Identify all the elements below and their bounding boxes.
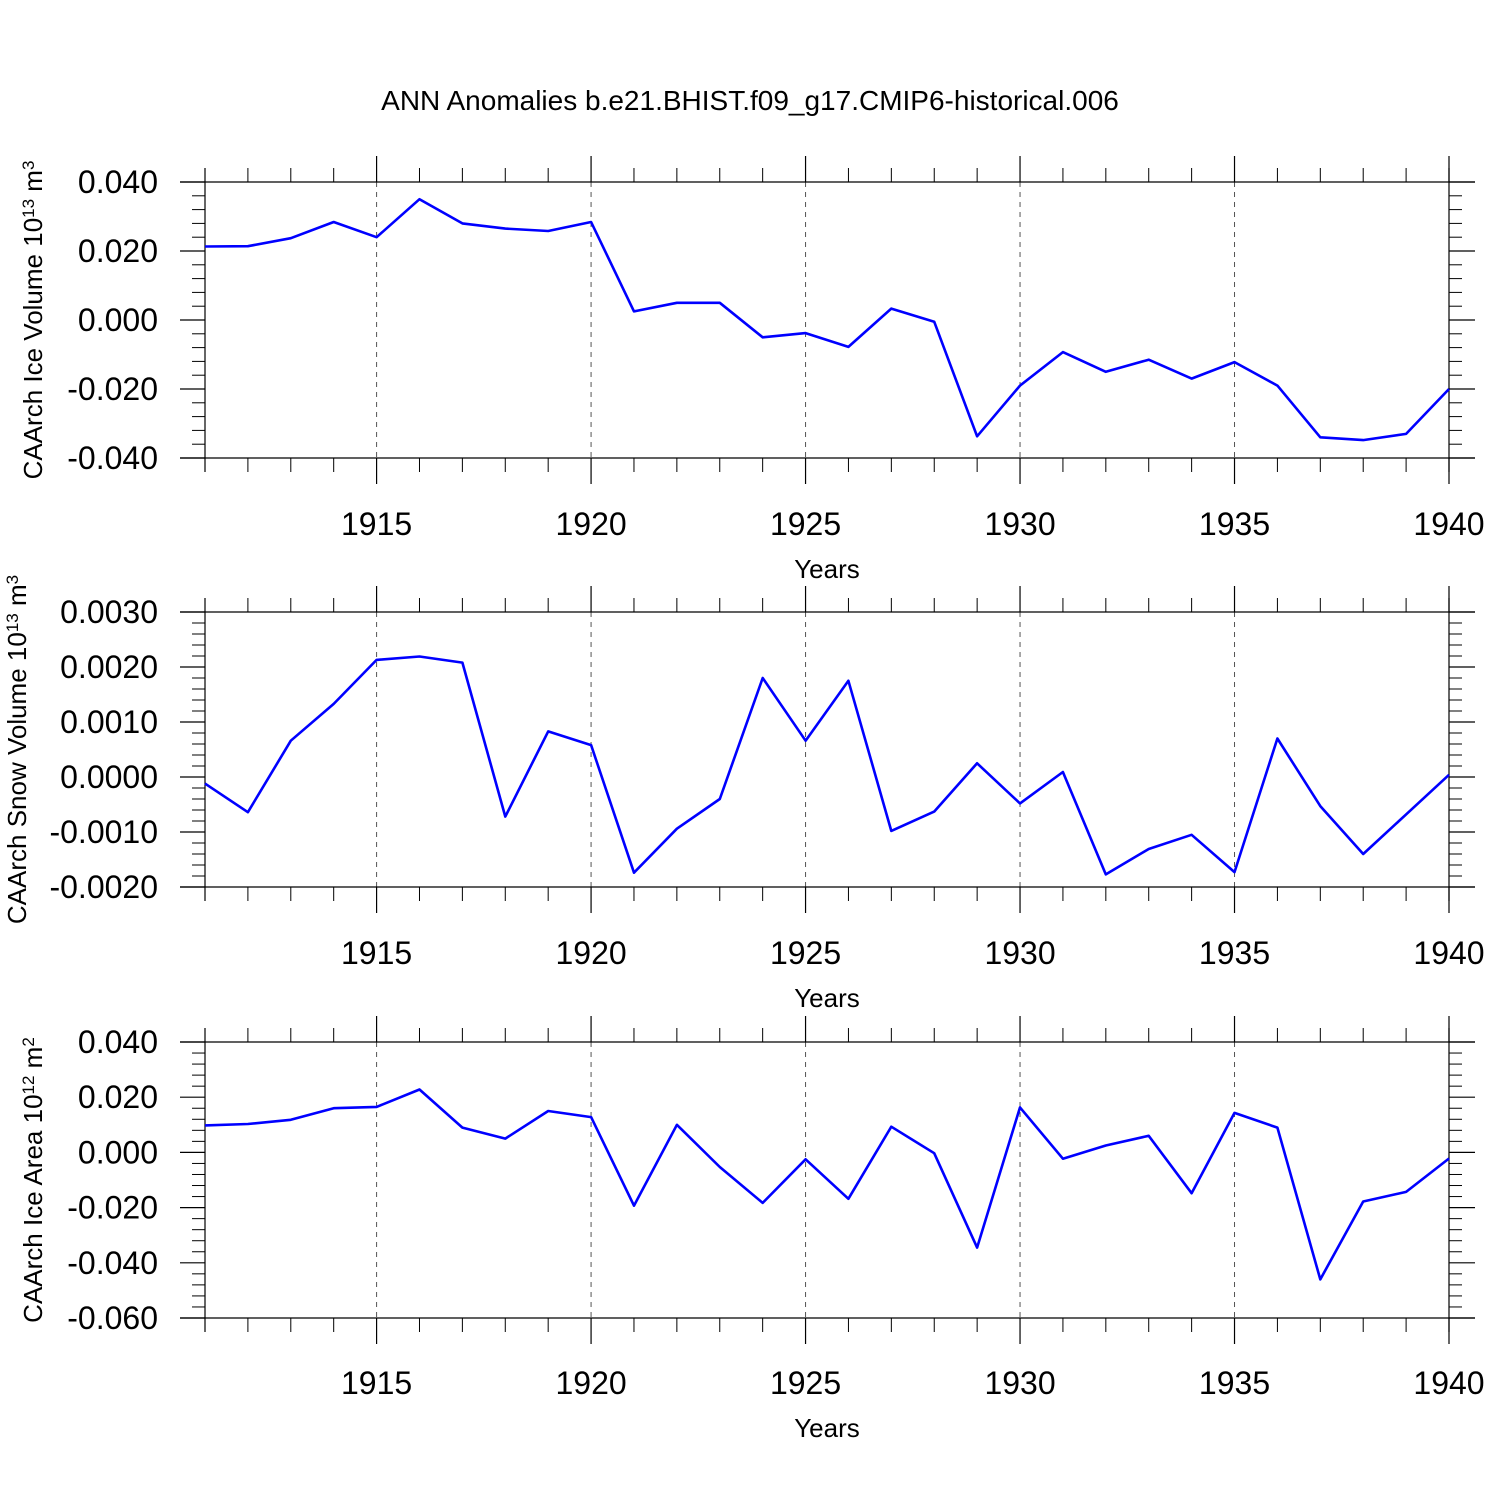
y-axis-label-part: m	[18, 1047, 48, 1076]
x-tick-label: 1925	[770, 1365, 841, 1401]
y-axis-label-part: CAArch Snow Volume 10	[2, 632, 32, 924]
panel-2: -0.0020 -0.0010 0.0000 0.0010 0.0020 0.0030 19…	[2, 575, 1485, 1013]
series-line	[204, 1088, 1450, 1281]
y-tick-label: -0.020	[67, 1190, 158, 1226]
y-axis-label: CAArch Ice Area 1012 m2	[18, 1037, 48, 1323]
x-tick-label: 1920	[555, 506, 626, 542]
series-line	[204, 655, 1450, 876]
y-tick-label: -0.040	[67, 440, 158, 476]
x-tick-label: 1920	[555, 935, 626, 971]
y-axis-label: CAArch Snow Volume 1013 m3	[2, 575, 32, 924]
y-tick-label: 0.020	[78, 233, 158, 269]
panel-1: -0.040 -0.020 0.000 0.020 0.040 1915 1920 1925 1…	[18, 156, 1485, 584]
x-tick-label: 1915	[341, 506, 412, 542]
y-tick-label: 0.040	[78, 1024, 158, 1060]
x-tick-label: 1940	[1413, 506, 1484, 542]
y-tick-label: -0.020	[67, 371, 158, 407]
chart-title: ANN Anomalies b.e21.BHIST.f09_g17.CMIP6-…	[381, 85, 1119, 116]
x-tick-label: 1930	[984, 935, 1055, 971]
y-tick-label: 0.020	[78, 1079, 158, 1115]
x-tick-label: 1920	[555, 1365, 626, 1401]
x-axis-label: Years	[794, 983, 860, 1013]
x-tick-label: 1940	[1413, 935, 1484, 971]
y-axis-label-part: CAArch Ice Area 10	[18, 1094, 48, 1322]
y-tick-label: 0.000	[78, 302, 158, 338]
series-line	[204, 197, 1450, 442]
x-tick-label: 1925	[770, 935, 841, 971]
y-axis-label-part: m	[2, 584, 32, 613]
y-axis-label-part: m	[18, 170, 48, 199]
x-tick-label: 1930	[984, 1365, 1055, 1401]
y-axis-label-superscript: 2	[19, 1037, 38, 1046]
x-tick-label: 1915	[341, 935, 412, 971]
y-tick-label: 0.000	[78, 1134, 158, 1170]
x-tick-label: 1935	[1199, 935, 1270, 971]
y-tick-label: 0.040	[78, 164, 158, 200]
x-tick-label: 1940	[1413, 1365, 1484, 1401]
y-tick-label: 0.0010	[60, 704, 158, 740]
y-axis-label: CAArch Ice Volume 1013 m3	[18, 161, 48, 480]
panels: -0.040 -0.020 0.000 0.020 0.040 1915 1920 1925 1…	[2, 156, 1485, 1443]
y-tick-label: -0.040	[67, 1245, 158, 1281]
y-axis-label-part: CAArch Ice Volume 10	[18, 218, 48, 480]
y-axis-label-superscript: 12	[19, 1076, 38, 1095]
y-tick-label: -0.0010	[49, 814, 158, 850]
y-tick-label: 0.0020	[60, 649, 158, 685]
x-axis-label: Years	[794, 554, 860, 584]
panel-3: -0.060 -0.040 -0.020 0.000 0.020 0.040 1915 192…	[18, 1016, 1485, 1443]
x-axis-label: Years	[794, 1413, 860, 1443]
x-tick-label: 1935	[1199, 506, 1270, 542]
y-axis-label-superscript: 3	[19, 161, 38, 170]
y-axis-label-superscript: 13	[19, 199, 38, 218]
x-tick-label: 1930	[984, 506, 1055, 542]
y-tick-label: -0.0020	[49, 869, 158, 905]
y-tick-label: 0.0000	[60, 759, 158, 795]
y-axis-label-superscript: 3	[3, 575, 22, 584]
x-tick-label: 1915	[341, 1365, 412, 1401]
y-tick-label: -0.060	[67, 1300, 158, 1336]
y-tick-label: 0.0030	[60, 594, 158, 630]
x-tick-label: 1925	[770, 506, 841, 542]
x-tick-label: 1935	[1199, 1365, 1270, 1401]
y-axis-label-superscript: 13	[3, 613, 22, 632]
